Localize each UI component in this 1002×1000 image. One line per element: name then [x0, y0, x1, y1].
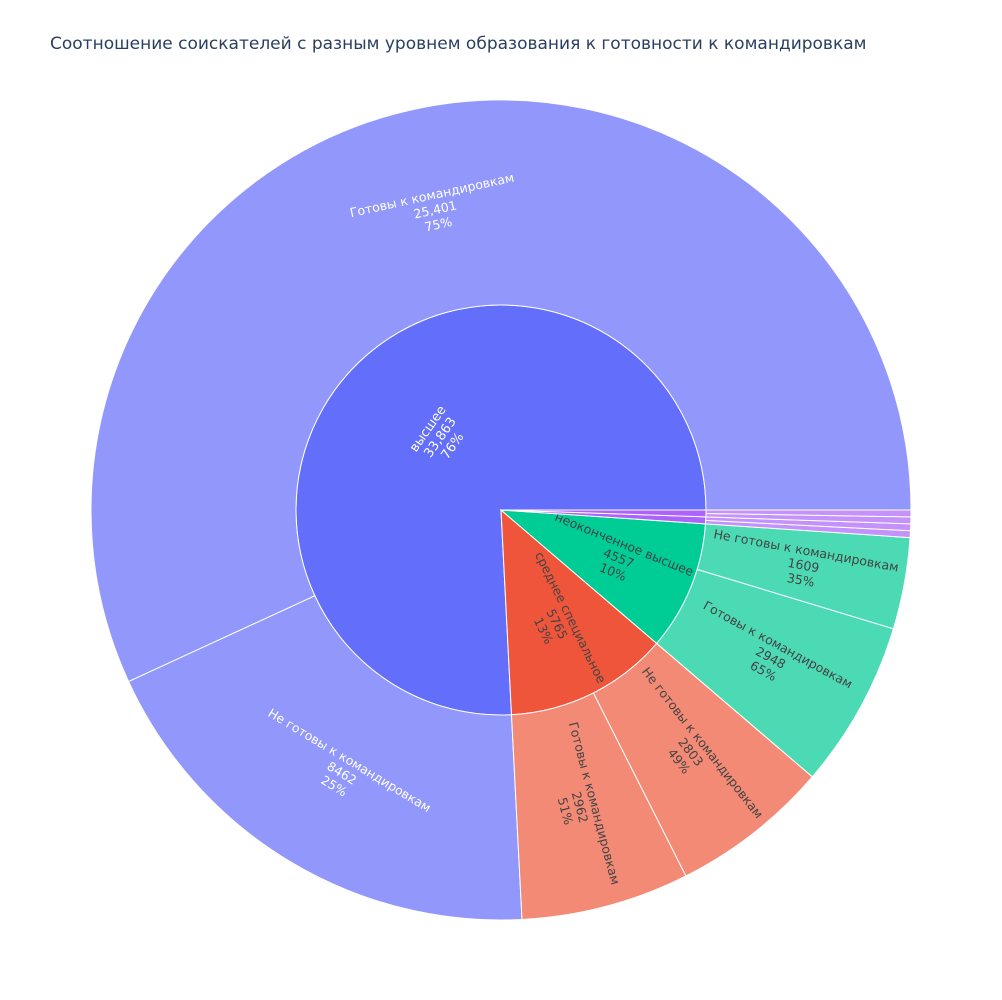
- sector-3-child-1[interactable]: [655, 568, 895, 778]
- sector-1-child-1[interactable]: [90, 99, 912, 683]
- sector-1-child-1-label-line-2: 75%: [423, 214, 453, 235]
- sector-2-child-1-label-line-2: 51%: [555, 796, 577, 827]
- sector-3-child-2-label-line-1: 1609: [787, 555, 821, 575]
- sector-5-child-2[interactable]: [705, 509, 912, 518]
- sector-2-child-1[interactable]: [510, 692, 687, 920]
- sector-1-child-2[interactable]: [127, 595, 523, 921]
- sector-2-child-2[interactable]: [592, 642, 814, 877]
- sector-3-child-2-label-line-2: 35%: [786, 570, 816, 590]
- sector-3-child-2[interactable]: [696, 523, 911, 630]
- chart-title: Соотношение соискателей с разным уровнем…: [50, 34, 867, 54]
